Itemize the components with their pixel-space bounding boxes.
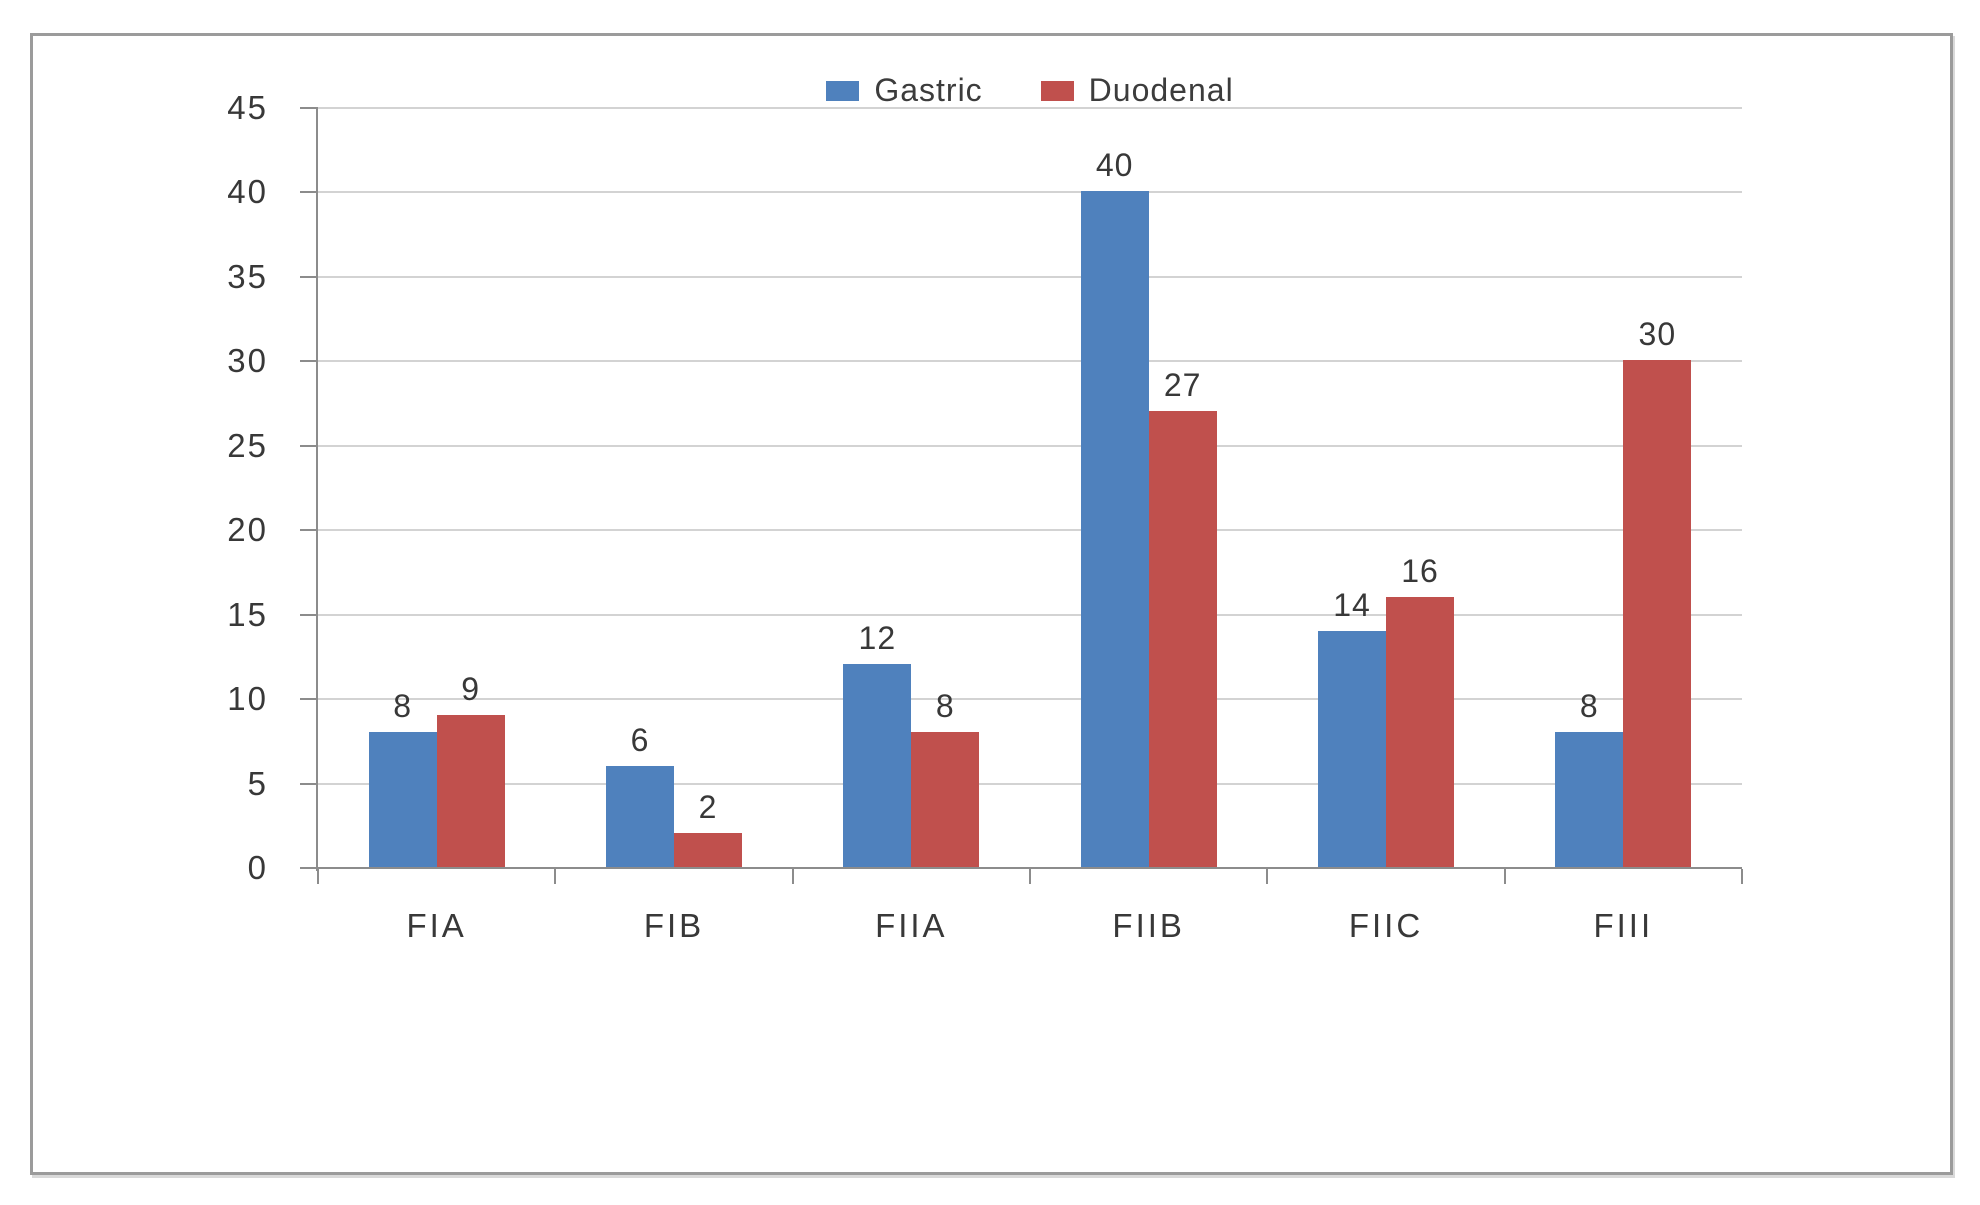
bar-group-fiii: 8 30 xyxy=(1505,109,1742,867)
x-tick-6 xyxy=(1741,869,1743,884)
bar-group-fiib: 40 27 xyxy=(1030,109,1267,867)
y-tick-label: 0 xyxy=(247,849,268,886)
bar-duodenal-fiic: 16 xyxy=(1385,553,1454,867)
y-tick-25 xyxy=(300,444,318,447)
x-category-label: FIA xyxy=(406,907,467,944)
x-tick-4 xyxy=(1266,869,1269,884)
bar-duodenal-fiii: 30 xyxy=(1623,316,1692,867)
gridline-30 xyxy=(318,360,1742,363)
legend: Gastric Duodenal xyxy=(318,72,1742,109)
y-axis-line xyxy=(316,109,318,871)
bar-value-label: 6 xyxy=(630,721,650,758)
gridline-45 xyxy=(318,107,1742,109)
y-tick-10 xyxy=(300,698,318,701)
x-tick-0 xyxy=(317,869,319,884)
legend-item-gastric: Gastric xyxy=(826,72,982,109)
x-tick-1 xyxy=(554,869,557,884)
x-category-label: FIII xyxy=(1593,907,1654,944)
legend-item-duodenal: Duodenal xyxy=(1040,72,1234,109)
y-tick-15 xyxy=(300,613,318,616)
legend-label: Duodenal xyxy=(1088,72,1234,108)
bars-layer: 8 9 6 2 12 8 40 27 14 16 8 30 xyxy=(318,109,1742,867)
y-tick-20 xyxy=(300,529,318,532)
legend-label: Gastric xyxy=(874,72,983,108)
y-tick-label: 20 xyxy=(227,511,268,549)
bar-group-fiia: 12 8 xyxy=(793,109,1030,867)
legend-swatch-gastric-icon xyxy=(826,80,860,101)
plot-area: 0 5 10 15 20 25 30 35 40 45 8 9 6 2 12 8 40 27 14 16 8 30 FI… xyxy=(227,89,1743,944)
y-tick-label: 10 xyxy=(227,680,268,718)
bar-duodenal-fiib: 27 xyxy=(1148,367,1217,867)
y-tick-5 xyxy=(300,782,318,785)
gridline-25 xyxy=(318,444,1742,447)
bar-duodenal-fia: 9 xyxy=(436,671,505,867)
x-tick-2 xyxy=(791,869,794,884)
bar-group-fiic: 14 16 xyxy=(1267,109,1504,867)
bar-value-label: 8 xyxy=(935,687,955,724)
y-tick-label: 35 xyxy=(227,257,268,295)
x-axis-line xyxy=(316,867,1742,869)
gridline-40 xyxy=(318,191,1742,194)
y-tick-30 xyxy=(300,360,318,363)
bar-value-label: 8 xyxy=(393,687,413,724)
x-category-label: FIIA xyxy=(875,907,948,944)
y-tick-label: 15 xyxy=(227,595,268,633)
y-tick-0 xyxy=(300,867,318,869)
gridline-15 xyxy=(318,613,1742,616)
x-tick-5 xyxy=(1503,869,1506,884)
y-tick-45 xyxy=(300,107,318,109)
bar-gastric-fib: 6 xyxy=(605,722,674,867)
x-category-label: FIIB xyxy=(1112,907,1185,944)
x-tick-3 xyxy=(1029,869,1031,884)
bar-duodenal-fiia: 8 xyxy=(911,688,980,867)
y-tick-label: 45 xyxy=(227,89,268,126)
legend-swatch-duodenal-icon xyxy=(1040,80,1074,101)
bar-value-label: 12 xyxy=(858,620,897,657)
y-tick-40 xyxy=(300,191,318,194)
x-category-label: FIB xyxy=(643,907,705,944)
y-tick-label: 40 xyxy=(227,173,268,211)
bar-gastric-fiia: 12 xyxy=(843,620,912,867)
bar-gastric-fia: 8 xyxy=(368,688,437,867)
bar-value-label: 8 xyxy=(1579,687,1599,724)
gridline-20 xyxy=(318,529,1742,532)
y-tick-35 xyxy=(300,275,318,278)
y-tick-label: 5 xyxy=(247,764,268,802)
bar-gastric-fiii: 8 xyxy=(1555,688,1624,867)
bar-value-label: 27 xyxy=(1163,367,1202,403)
bar-gastric-fiib: 40 xyxy=(1080,147,1149,867)
bar-value-label: 2 xyxy=(698,789,718,826)
bar-value-label: 16 xyxy=(1401,552,1439,589)
gridline-5 xyxy=(318,782,1742,785)
bar-value-label: 30 xyxy=(1638,316,1677,353)
y-tick-label: 25 xyxy=(227,426,268,464)
gridline-10 xyxy=(318,698,1742,701)
x-category-label: FIIC xyxy=(1348,907,1424,944)
bar-value-label: 9 xyxy=(461,671,481,707)
bar-value-label: 14 xyxy=(1333,586,1371,623)
bar-value-label: 40 xyxy=(1095,147,1134,184)
gridline-35 xyxy=(318,275,1742,278)
bar-duodenal-fib: 2 xyxy=(673,789,742,867)
y-tick-label: 30 xyxy=(227,342,268,380)
bar-gastric-fiic: 14 xyxy=(1317,587,1386,867)
